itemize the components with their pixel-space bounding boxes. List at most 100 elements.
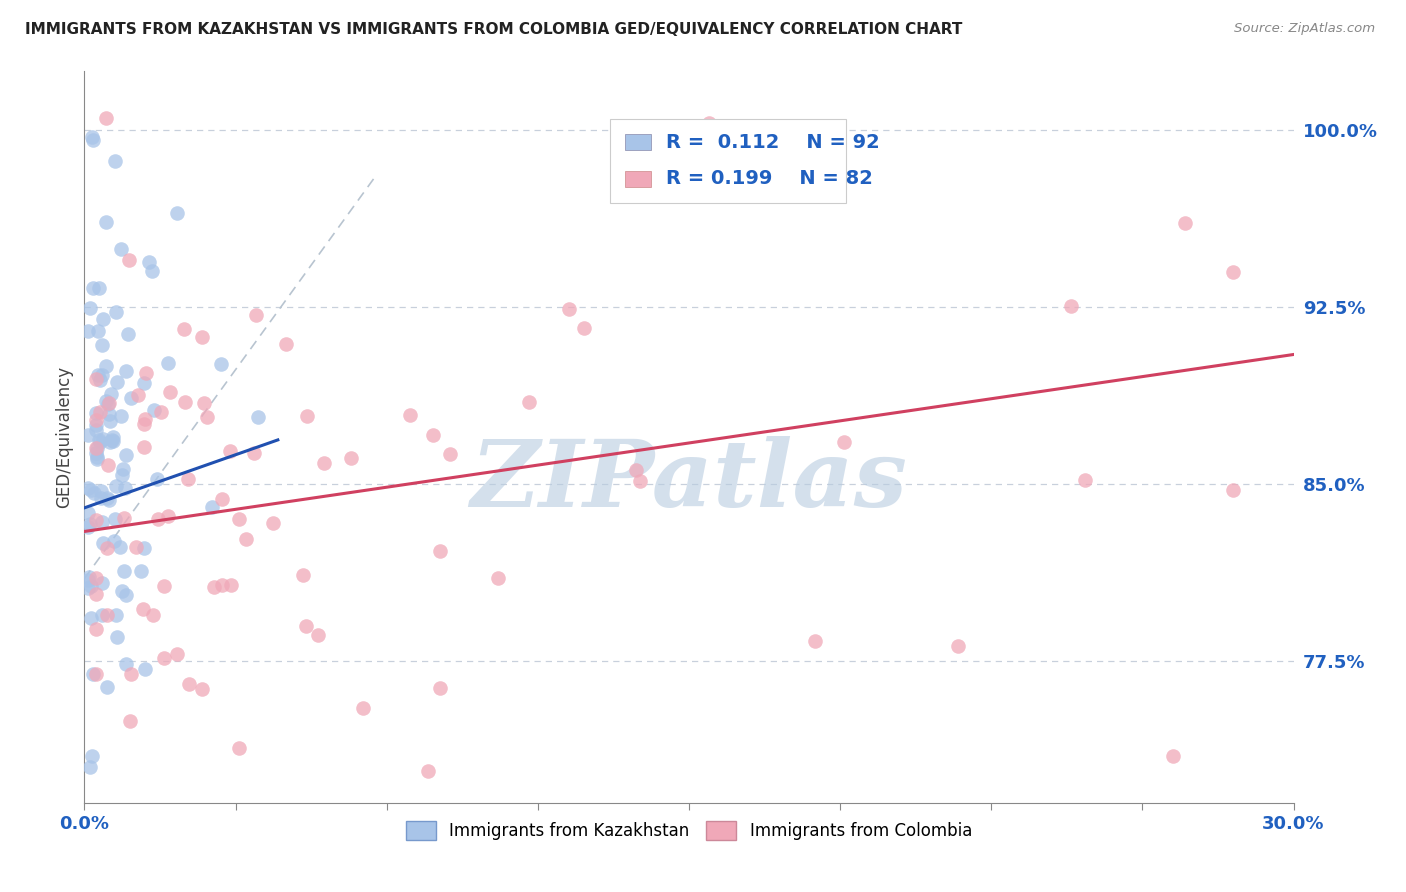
Point xyxy=(1174,216,1197,230)
Point xyxy=(118,252,141,267)
Point xyxy=(1222,265,1244,279)
Point xyxy=(218,444,240,458)
Point xyxy=(86,572,108,586)
Point xyxy=(104,479,127,493)
Point xyxy=(77,481,100,495)
Point xyxy=(77,506,100,520)
Point xyxy=(96,607,118,622)
Point xyxy=(91,338,114,352)
Point xyxy=(111,462,134,476)
Point xyxy=(804,634,827,648)
Point xyxy=(89,373,111,387)
Point xyxy=(100,387,122,401)
Point xyxy=(142,607,165,622)
Point xyxy=(314,456,336,470)
Point xyxy=(90,484,112,499)
Point xyxy=(1060,299,1083,313)
Point xyxy=(211,578,233,592)
Point xyxy=(97,458,120,472)
Point xyxy=(145,472,167,486)
Point xyxy=(96,681,118,695)
Point xyxy=(86,622,108,636)
Text: Source: ZipAtlas.com: Source: ZipAtlas.com xyxy=(1234,22,1375,36)
Point xyxy=(100,433,122,447)
Point xyxy=(91,607,114,622)
Point xyxy=(80,748,103,763)
Point xyxy=(96,491,118,505)
Point xyxy=(228,511,250,525)
Point xyxy=(86,412,108,426)
Point xyxy=(352,701,374,715)
Point xyxy=(91,311,114,326)
Point xyxy=(90,515,112,529)
Point xyxy=(100,434,122,449)
Point xyxy=(86,441,108,455)
Point xyxy=(138,255,160,269)
Point xyxy=(174,395,197,409)
Point xyxy=(77,324,100,338)
Point xyxy=(132,541,155,555)
Point xyxy=(150,405,173,419)
Point xyxy=(96,541,118,556)
Point xyxy=(235,532,257,546)
Point xyxy=(105,607,128,622)
Point xyxy=(112,564,135,578)
Point xyxy=(141,264,163,278)
Point xyxy=(97,408,120,422)
Text: R = 0.199    N = 82: R = 0.199 N = 82 xyxy=(666,169,873,188)
Point xyxy=(262,516,284,530)
Point xyxy=(211,492,233,507)
Point xyxy=(628,474,651,488)
Point xyxy=(114,481,136,495)
Point xyxy=(94,359,117,374)
Point xyxy=(80,483,103,498)
Point xyxy=(134,411,156,425)
Point xyxy=(832,434,855,449)
Point xyxy=(84,407,107,421)
Point xyxy=(422,428,444,442)
Point xyxy=(228,740,250,755)
Point xyxy=(132,601,155,615)
Point xyxy=(79,516,101,531)
Point xyxy=(79,760,101,774)
Point xyxy=(166,647,188,661)
Point xyxy=(111,467,134,482)
Point xyxy=(86,441,108,455)
Point xyxy=(558,301,581,316)
Text: IMMIGRANTS FROM KAZAKHSTAN VS IMMIGRANTS FROM COLOMBIA GED/EQUIVALENCY CORRELATI: IMMIGRANTS FROM KAZAKHSTAN VS IMMIGRANTS… xyxy=(25,22,963,37)
Point xyxy=(103,534,125,549)
Point xyxy=(83,486,105,500)
Point xyxy=(87,368,110,382)
Point xyxy=(274,336,297,351)
Point xyxy=(202,580,225,594)
Point xyxy=(77,519,100,533)
Point xyxy=(91,432,114,446)
Point xyxy=(156,356,179,370)
Point xyxy=(486,571,509,585)
Point xyxy=(103,430,125,444)
Bar xyxy=(624,135,651,151)
Point xyxy=(94,112,117,126)
Point xyxy=(114,657,136,672)
Point xyxy=(127,388,149,402)
Point xyxy=(82,280,104,294)
Point xyxy=(307,628,329,642)
Point xyxy=(1161,748,1184,763)
Point xyxy=(77,573,100,587)
Point xyxy=(82,666,104,681)
Point xyxy=(86,452,108,467)
Point xyxy=(97,397,120,411)
Point xyxy=(80,130,103,145)
Point xyxy=(87,434,110,448)
Point xyxy=(135,366,157,380)
Point xyxy=(110,242,132,256)
Point xyxy=(143,403,166,417)
Point xyxy=(86,372,108,386)
Point xyxy=(156,509,179,524)
Point xyxy=(89,434,111,449)
Point xyxy=(146,512,169,526)
Point xyxy=(134,440,156,454)
Point xyxy=(105,375,128,389)
Point xyxy=(79,611,101,625)
Point xyxy=(159,384,181,399)
